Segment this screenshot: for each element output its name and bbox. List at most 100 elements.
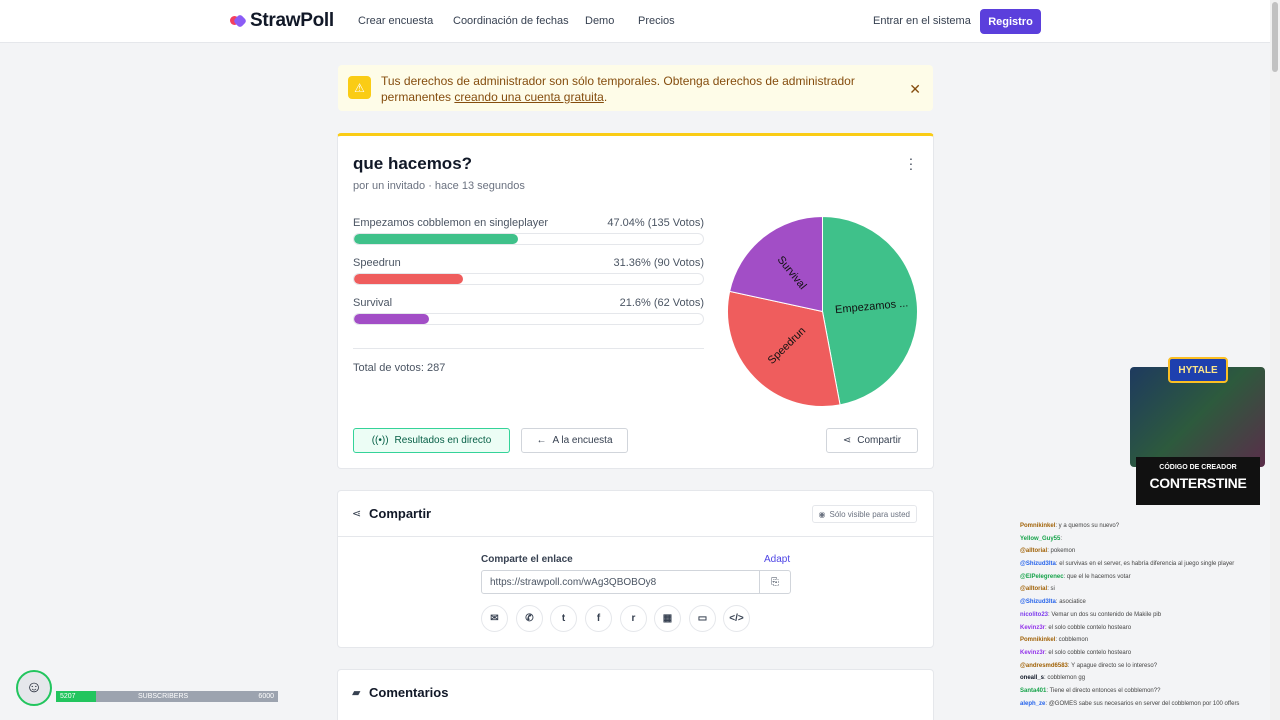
subs-label: SUBSCRIBERS: [138, 693, 189, 700]
share-card: ⋖ Compartir ◉ Sólo visible para usted Co…: [337, 490, 934, 648]
chat-username: @alltorial: [1020, 586, 1048, 593]
chat-message: Pomnikinkel: cobblemon: [1020, 634, 1275, 647]
chat-message: @ElPelegrenec: que el le hacemos votar: [1020, 571, 1275, 584]
arrow-left-icon: ←: [536, 435, 547, 446]
chat-text: : @GOMES sabe sus necesarios en server d…: [1045, 700, 1240, 707]
chat-text: :: [1060, 535, 1063, 542]
badge-label: Sólo visible para usted: [829, 509, 911, 519]
option-progress-fill: [354, 314, 430, 324]
brand-logo[interactable]: StrawPoll: [230, 10, 334, 32]
adapt-link[interactable]: Adapt: [764, 554, 791, 565]
nav-pricing[interactable]: Precios: [638, 15, 675, 27]
chat-message: @Shizud3lta: asociatice: [1020, 596, 1275, 609]
option-progress-fill: [354, 234, 519, 244]
more-options-icon[interactable]: · · ·: [908, 150, 914, 176]
share-url-input[interactable]: https://strawpoll.com/wAg3QBOBOy8: [481, 570, 760, 594]
chat-message: Yellow_Guy55:: [1020, 533, 1275, 546]
chat-message: Santa401: Tiene el directo entonces el c…: [1020, 685, 1275, 698]
chat-text: : cobblemon: [1055, 637, 1089, 644]
reddit-icon[interactable]: r: [620, 605, 647, 632]
chat-message: @alltorial: pokemon: [1020, 545, 1275, 558]
strawpoll-logo-icon: [230, 13, 248, 29]
share-button[interactable]: ⋖ Compartir: [826, 428, 918, 453]
chat-username: Kevinz3r: [1020, 624, 1046, 631]
subs-goal: 6000: [258, 693, 274, 700]
option-label: Empezamos cobblemon en singleplayer: [353, 217, 549, 229]
chat-username: Pomnikinkel: [1020, 637, 1056, 644]
page-scrollbar[interactable]: [1270, 0, 1280, 720]
comments-card: ▰ Comentarios: [337, 669, 934, 720]
pie-slice: [727, 290, 841, 407]
nav-date-coordination[interactable]: Coordinación de fechas: [453, 15, 569, 27]
whatsapp-icon[interactable]: ✆: [516, 605, 543, 632]
option-progress-fill: [354, 274, 464, 284]
chat-username: nicolito23: [1020, 611, 1049, 618]
share-header: ⋖ Compartir ◉ Sólo visible para usted: [338, 491, 933, 537]
live-results-button[interactable]: ((•)) Resultados en directo: [353, 428, 510, 453]
option-progress-track: [353, 313, 704, 325]
share-label: Compartir: [857, 435, 902, 446]
subs-current: 5207: [60, 693, 76, 700]
admin-rights-alert: ⚠ Tus derechos de administrador son sólo…: [338, 65, 933, 111]
chat-text: : que el le hacemos votar: [1063, 573, 1131, 580]
chat-message: @andresmd6583: Y apague directo se lo in…: [1020, 660, 1275, 673]
results-pie-chart: Empezamos ... Speedrun Survival: [726, 215, 919, 408]
nav-demo[interactable]: Demo: [585, 15, 615, 27]
chat-message: nicolito23: Vemar un dos su contenido de…: [1020, 609, 1275, 622]
chat-username: @alltorial: [1020, 548, 1048, 555]
chat-text: : el survivas en el server, es habría di…: [1055, 561, 1235, 568]
chat-message: oneall_s: cobblemon gg: [1020, 672, 1275, 685]
login-link[interactable]: Entrar en el sistema: [873, 15, 971, 27]
embed-icon[interactable]: </>: [723, 605, 750, 632]
share-link-label: Comparte el enlace: [481, 554, 573, 565]
poll-results-card: que hacemos? por un invitado · hace 13 s…: [337, 133, 934, 469]
email-icon[interactable]: ✉: [481, 605, 508, 632]
warning-icon: ⚠: [348, 76, 371, 99]
scrollbar-thumb[interactable]: [1272, 2, 1278, 72]
nav-create-poll[interactable]: Crear encuesta: [358, 15, 434, 27]
chat-text: : Vemar un dos su contenido de Makile pi…: [1048, 611, 1162, 618]
chat-message: Kevinz3r: el solo cobble contelo hostear…: [1020, 647, 1275, 660]
chat-username: Kevinz3r: [1020, 649, 1046, 656]
option-label: Survival: [353, 297, 393, 309]
comments-title: Comentarios: [369, 685, 449, 700]
pie-slice: [729, 215, 823, 313]
chat-message: aleph_ze: @GOMES sabe sus necesarios en …: [1020, 698, 1275, 711]
chat-username: @ElPelegrenec: [1020, 573, 1064, 580]
share-title: Compartir: [369, 506, 432, 521]
chat-text: : cobblemon gg: [1044, 675, 1086, 682]
option-progress-track: [353, 273, 704, 285]
copy-icon[interactable]: ⎘: [759, 570, 791, 594]
option-percentage: 31.36% (90 Votos): [613, 257, 704, 269]
creator-code-label: CÓDIGO DE CREADOR: [1159, 464, 1237, 471]
chat-text: : Y apague directo se lo intereso?: [1067, 662, 1158, 669]
chat-username: @Shizud3lta: [1020, 599, 1056, 606]
facebook-icon[interactable]: f: [585, 605, 612, 632]
presentation-icon[interactable]: ▭: [689, 605, 716, 632]
twitter-icon[interactable]: t: [550, 605, 577, 632]
chat-text: : el solo cobble contelo hostearo: [1045, 624, 1132, 631]
brand-name: StrawPoll: [250, 10, 334, 31]
chat-text: : pokemon: [1047, 548, 1076, 555]
chat-text: : Tiene el directo entonces el cobblemon…: [1046, 687, 1161, 694]
chat-username: Santa401: [1020, 687, 1047, 694]
eye-icon: ◉: [818, 509, 826, 519]
create-account-link[interactable]: creando una cuenta gratuita: [454, 90, 604, 104]
total-votes: Total de votos: 287: [353, 362, 446, 374]
chat-message: @Shizud3lta: el survivas en el server, e…: [1020, 558, 1275, 571]
back-to-poll-button[interactable]: ← A la encuesta: [521, 428, 628, 453]
poll-title: que hacemos?: [353, 154, 473, 173]
stream-chat-overlay: Pomnikinkel: y a quemos su nuevo? Yellow_…: [1020, 520, 1275, 720]
divider: [353, 348, 704, 349]
close-icon[interactable]: ✕: [909, 81, 921, 97]
chat-message: Pomnikinkel: y a quemos su nuevo?: [1020, 520, 1275, 533]
qr-icon[interactable]: ▦: [654, 605, 681, 632]
subscriber-goal-fill: [56, 691, 96, 702]
chat-text: : el solo cobble contelo hostearo: [1045, 649, 1132, 656]
option-percentage: 21.6% (62 Votos): [619, 297, 704, 309]
chat-bubble-icon: ▰: [352, 687, 361, 699]
alert-text: Tus derechos de administrador son sólo t…: [381, 74, 855, 104]
register-button[interactable]: Registro: [980, 9, 1041, 34]
hytale-logo: HYTALE: [1168, 357, 1228, 383]
